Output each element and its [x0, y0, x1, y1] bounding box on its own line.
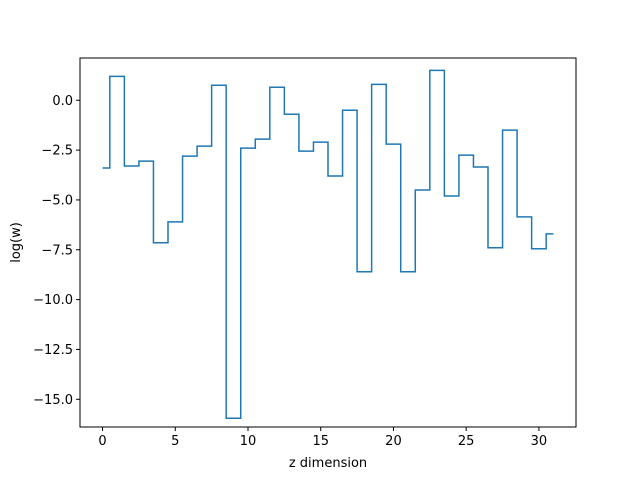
y-tick-label: −2.5 — [41, 144, 73, 159]
y-tick-label: −15.0 — [33, 393, 73, 408]
y-axis-label: log(w) — [9, 222, 24, 263]
x-tick-label: 0 — [98, 434, 106, 449]
y-tick-label: −10.0 — [33, 293, 73, 308]
y-tick-label: −12.5 — [33, 343, 73, 358]
x-axis: 0 5 10 15 20 25 30 — [98, 427, 547, 449]
x-tick-label: 25 — [458, 434, 475, 449]
y-axis: 0.0 −2.5 −5.0 −7.5 −10.0 −12.5 −15.0 — [33, 94, 80, 408]
plot-area — [102, 69, 554, 419]
x-tick-label: 20 — [385, 434, 402, 449]
y-tick-label: −5.0 — [41, 193, 73, 208]
x-tick-label: 5 — [171, 434, 179, 449]
axes-frame — [79, 57, 577, 428]
x-axis-label: z dimension — [289, 456, 367, 471]
y-tick-label: 0.0 — [52, 94, 73, 109]
x-tick-label: 10 — [240, 434, 257, 449]
x-tick-label: 15 — [312, 434, 329, 449]
series-line-0 — [102, 69, 554, 419]
x-tick-label: 30 — [531, 434, 548, 449]
y-tick-label: −7.5 — [41, 243, 73, 258]
